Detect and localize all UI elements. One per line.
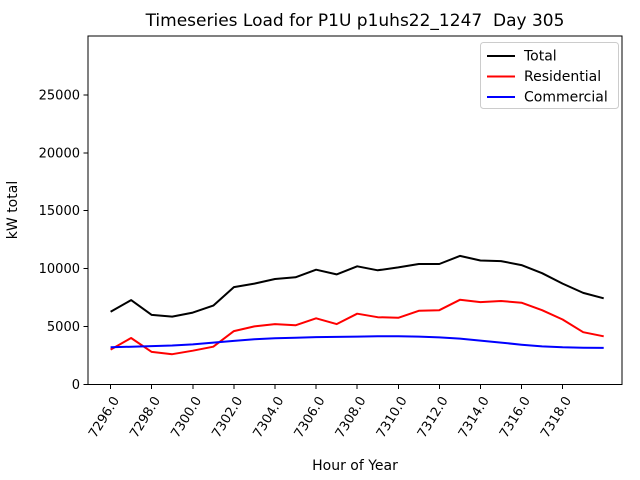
x-tick-label: 7304.0 [251,394,288,441]
legend-label-residential: Residential [524,69,601,85]
legend: Total Residential Commercial [480,42,619,109]
legend-label-total: Total [523,49,557,65]
x-tick-label: 7316.0 [497,394,534,441]
y-axis-label: kW total [5,181,21,239]
y-tick-label: 20000 [39,146,80,161]
x-tick-label: 7308.0 [333,394,370,441]
x-tick-label: 7298.0 [127,394,164,441]
x-tick-label: 7314.0 [456,394,493,441]
chart-title: Timeseries Load for P1U p1uhs22_1247 Day… [145,11,565,31]
y-tick-label: 10000 [39,262,80,277]
series-line-commercial [110,335,604,349]
x-tick-label: 7302.0 [209,394,246,441]
y-tick-label: 15000 [39,204,80,219]
legend-box [480,42,619,109]
x-tick-label: 7296.0 [86,394,123,441]
y-tick-label: 25000 [39,89,80,104]
series-line-total [110,254,604,318]
x-axis-label: Hour of Year [312,458,398,474]
x-tick-label: 7318.0 [538,394,575,441]
data-series [110,254,604,356]
x-tick-label: 7300.0 [168,394,205,441]
y-tick-label: 5000 [47,320,80,335]
y-tick-label: 0 [72,378,80,393]
x-tick-label: 7310.0 [374,394,411,441]
series-line-residential [110,298,604,356]
legend-label-commercial: Commercial [524,90,608,106]
x-tick-label: 7306.0 [292,394,329,441]
plot-area-border [87,35,623,385]
x-tick-label: 7312.0 [415,394,452,441]
